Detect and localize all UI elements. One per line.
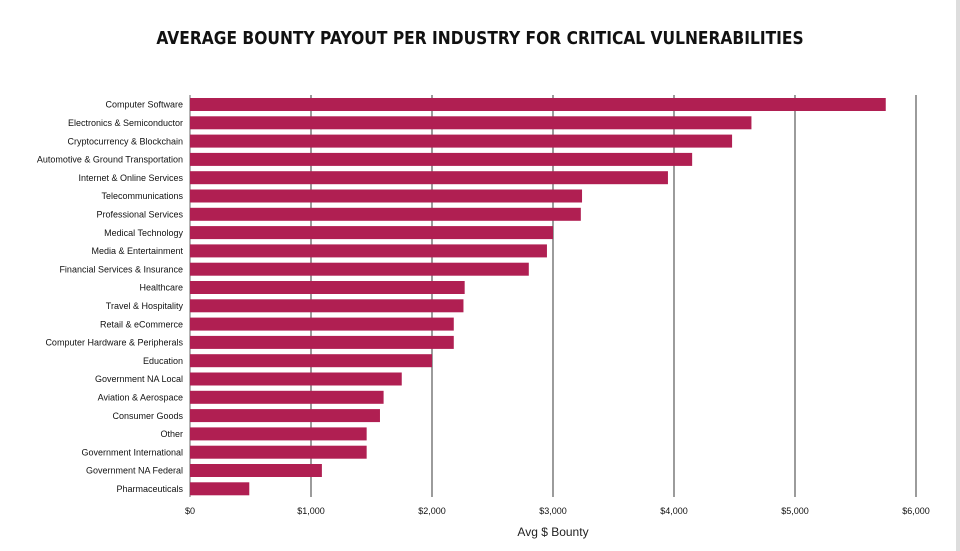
category-label: Cryptocurrency & Blockchain (67, 136, 183, 146)
category-label: Telecommunications (101, 191, 183, 201)
category-label: Government NA Federal (86, 466, 183, 476)
bar (190, 171, 668, 185)
category-label: Consumer Goods (112, 411, 183, 421)
bar (190, 134, 733, 148)
bar (190, 409, 380, 423)
bar (190, 427, 367, 441)
x-tick-label: $6,000 (902, 506, 930, 516)
x-tick-label: $0 (185, 506, 195, 516)
category-label: Government NA Local (95, 374, 183, 384)
category-label: Computer Hardware & Peripherals (45, 338, 183, 348)
category-label: Automotive & Ground Transportation (37, 155, 183, 165)
bar (190, 482, 250, 496)
bar (190, 390, 384, 404)
page-edge (956, 0, 960, 551)
bar (190, 317, 454, 331)
category-label: Pharmaceuticals (116, 484, 183, 494)
category-label: Retail & eCommerce (100, 319, 183, 329)
category-label: Government International (81, 447, 183, 457)
category-label: Medical Technology (104, 228, 183, 238)
bar (190, 335, 454, 349)
x-tick-label: $5,000 (781, 506, 809, 516)
category-label: Media & Entertainment (91, 246, 183, 256)
bar (190, 226, 553, 240)
bar (190, 299, 464, 313)
x-tick-label: $1,000 (297, 506, 325, 516)
category-label: Aviation & Aerospace (98, 393, 183, 403)
category-label: Electronics & Semiconductor (68, 118, 183, 128)
x-axis-title: Avg $ Bounty (517, 525, 588, 539)
category-label: Healthcare (139, 283, 183, 293)
x-tick-layer: $0 $1,000 $2,000 $3,000 $4,000 $5,000 $6,000 (185, 506, 930, 516)
bar (190, 445, 367, 459)
bar (190, 281, 465, 294)
bar (190, 98, 886, 111)
x-tick-label: $4,000 (660, 506, 688, 516)
bar (190, 207, 581, 221)
chart-title: AVERAGE BOUNTY PAYOUT PER INDUSTRY FOR C… (156, 28, 804, 49)
bar (190, 464, 322, 477)
category-label: Financial Services & Insurance (59, 264, 183, 274)
bar (190, 372, 402, 386)
grid-layer (189, 95, 917, 497)
category-label: Travel & Hospitality (106, 301, 184, 311)
category-label: Education (143, 356, 183, 366)
category-label: Computer Software (105, 100, 183, 110)
category-label: Internet & Online Services (78, 173, 183, 183)
x-tick-label: $2,000 (418, 506, 446, 516)
bar (190, 152, 693, 166)
category-label: Professional Services (96, 210, 183, 220)
bar (190, 262, 529, 276)
x-tick-label: $3,000 (539, 506, 567, 516)
category-label: Other (160, 429, 183, 439)
category-label-layer: Computer Software Electronics & Semicondu… (37, 100, 184, 494)
bar (190, 189, 583, 203)
bar (190, 354, 432, 368)
bar-layer (190, 98, 886, 496)
bar (190, 244, 547, 258)
bar (190, 116, 752, 130)
